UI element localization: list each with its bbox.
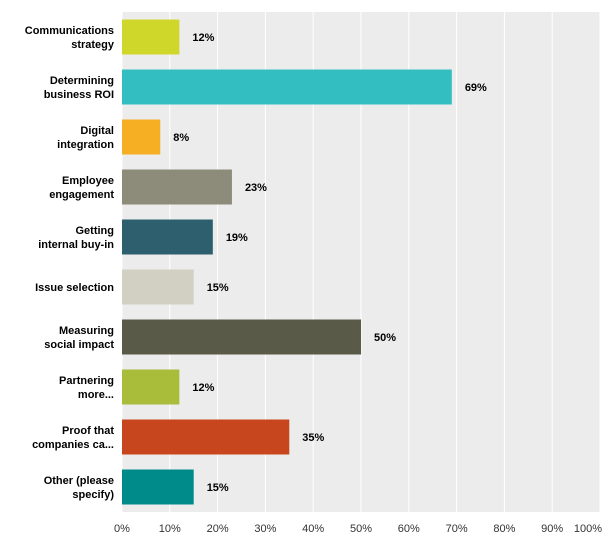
bar (122, 319, 361, 355)
x-tick-label: 40% (302, 523, 324, 535)
category-label: Other (please specify) (44, 475, 115, 501)
x-tick-label: 90% (541, 523, 563, 535)
x-tick-label: 30% (254, 523, 276, 535)
x-tick-label: 70% (446, 523, 468, 535)
bars (122, 19, 452, 505)
category-label: Employee engagement (49, 175, 114, 201)
category-label: Getting internal buy-in (38, 225, 114, 251)
x-tick-label: 50% (350, 523, 372, 535)
bar-value-label: 69% (465, 82, 487, 94)
category-labels: Communications strategy Determining busines… (25, 25, 115, 501)
bar-value-label: 12% (192, 382, 214, 394)
bar-value-label: 8% (173, 132, 189, 144)
bar (122, 169, 232, 205)
category-label: Measuring social impact (44, 325, 114, 351)
category-label: Communications strategy (25, 25, 115, 51)
bar (122, 269, 194, 305)
x-tick-labels: 0% 10% 20% 30% 40% 50% 60% 70% 80% 90% 100% (114, 523, 602, 535)
category-label: Determining business ROI (44, 75, 114, 101)
bar-value-label: 15% (207, 282, 229, 294)
category-label: Digital integration (57, 125, 114, 151)
bar (122, 419, 290, 455)
bar-value-label: 23% (245, 182, 267, 194)
x-tick-label: 80% (493, 523, 515, 535)
bar (122, 19, 180, 55)
bar (122, 469, 194, 505)
x-tick-label: 20% (207, 523, 229, 535)
value-labels: 12% 69% 8% 23% 19% 15% 50% 12% 35% 15% (173, 32, 487, 494)
x-tick-label: 0% (114, 523, 130, 535)
bar (122, 219, 213, 255)
bar-value-label: 15% (207, 482, 229, 494)
x-tick-label: 10% (159, 523, 181, 535)
x-tick-label: 60% (398, 523, 420, 535)
bar-value-label: 19% (226, 232, 248, 244)
bar-value-label: 50% (374, 332, 396, 344)
bar (122, 119, 161, 155)
x-tick-label: 100% (574, 523, 602, 535)
bar (122, 69, 452, 105)
bar-value-label: 12% (192, 32, 214, 44)
category-label: Issue selection (35, 282, 114, 294)
category-label: Proof that companies ca... (32, 425, 114, 451)
bar-value-label: 35% (302, 432, 324, 444)
category-label: Partnering more... (59, 375, 114, 401)
bar (122, 369, 180, 405)
